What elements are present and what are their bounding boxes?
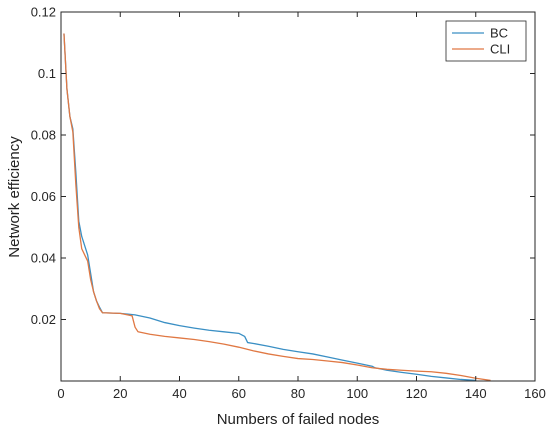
- x-tick-label: 80: [291, 386, 305, 401]
- legend-box: [445, 20, 527, 62]
- y-tick-label: 0.08: [31, 128, 56, 143]
- y-tick-label: 0.02: [31, 312, 56, 327]
- x-axis-label: Numbers of failed nodes: [217, 411, 380, 428]
- series-layer: [63, 33, 491, 382]
- x-tick-label: 0: [57, 386, 64, 401]
- x-tick-label: 40: [172, 386, 186, 401]
- plot-area: [61, 12, 535, 381]
- x-tick-label: 140: [465, 386, 487, 401]
- ticks-layer: 0 20 40 60 80 100 120 140 160 0.02 0.04 0.06 0.08 0.1…: [31, 5, 546, 402]
- x-tick-label: 100: [346, 386, 368, 401]
- y-tick-label: 0.1: [38, 66, 56, 81]
- series-line-cli: [63, 33, 491, 382]
- x-tick-label: 160: [524, 386, 546, 401]
- legend-label-bc: BC: [490, 26, 508, 41]
- legend-label-cli: CLI: [490, 42, 510, 57]
- x-tick-label: 120: [406, 386, 428, 401]
- y-tick-label: 0.06: [31, 189, 56, 204]
- y-tick-label: 0.04: [31, 251, 56, 266]
- x-tick-label: 60: [232, 386, 246, 401]
- y-tick-label: 0.12: [31, 5, 56, 20]
- plot-background: [61, 12, 535, 381]
- y-axis-label: Network efficiency: [6, 136, 23, 258]
- x-tick-label: 20: [113, 386, 127, 401]
